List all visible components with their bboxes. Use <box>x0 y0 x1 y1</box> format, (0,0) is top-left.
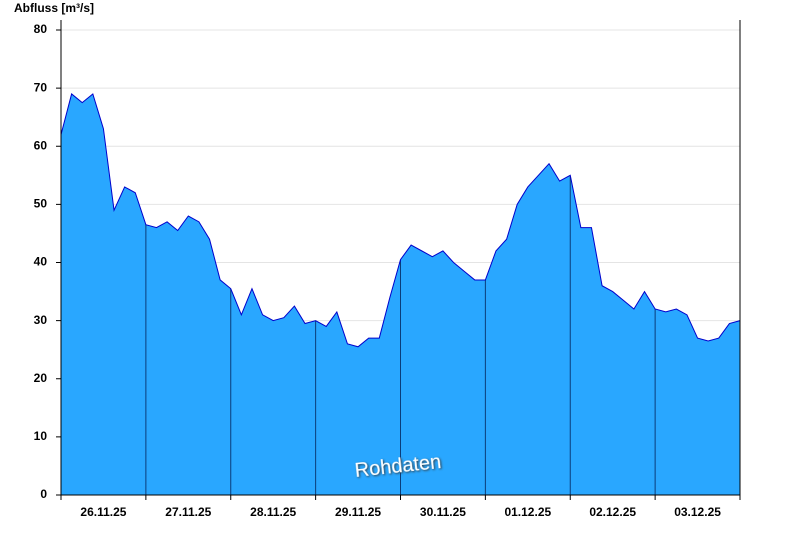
x-tick-label: 30.11.25 <box>420 505 466 519</box>
x-tick-label: 27.11.25 <box>165 505 211 519</box>
x-tick-label: 29.11.25 <box>335 505 381 519</box>
y-tick-label: 0 <box>40 487 47 501</box>
x-tick-label: 03.12.25 <box>674 505 721 519</box>
x-tick-label: 26.11.25 <box>80 505 126 519</box>
y-tick-label: 40 <box>34 255 48 269</box>
line <box>60 93 741 348</box>
y-axis-label: Abfluss [m³/s] <box>14 1 94 15</box>
x-tick-label: 01.12.25 <box>504 505 551 519</box>
y-tick-label: 80 <box>34 22 48 36</box>
y-tick-label: 60 <box>34 138 48 152</box>
y-tick-label: 50 <box>34 197 48 211</box>
x-tick-label: 28.11.25 <box>250 505 296 519</box>
y-tick-label: 70 <box>34 80 48 94</box>
y-tick-label: 20 <box>34 371 48 385</box>
y-tick-label: 30 <box>34 313 48 327</box>
x-tick-label: 02.12.25 <box>589 505 636 519</box>
y-tick-label: 10 <box>34 429 48 443</box>
